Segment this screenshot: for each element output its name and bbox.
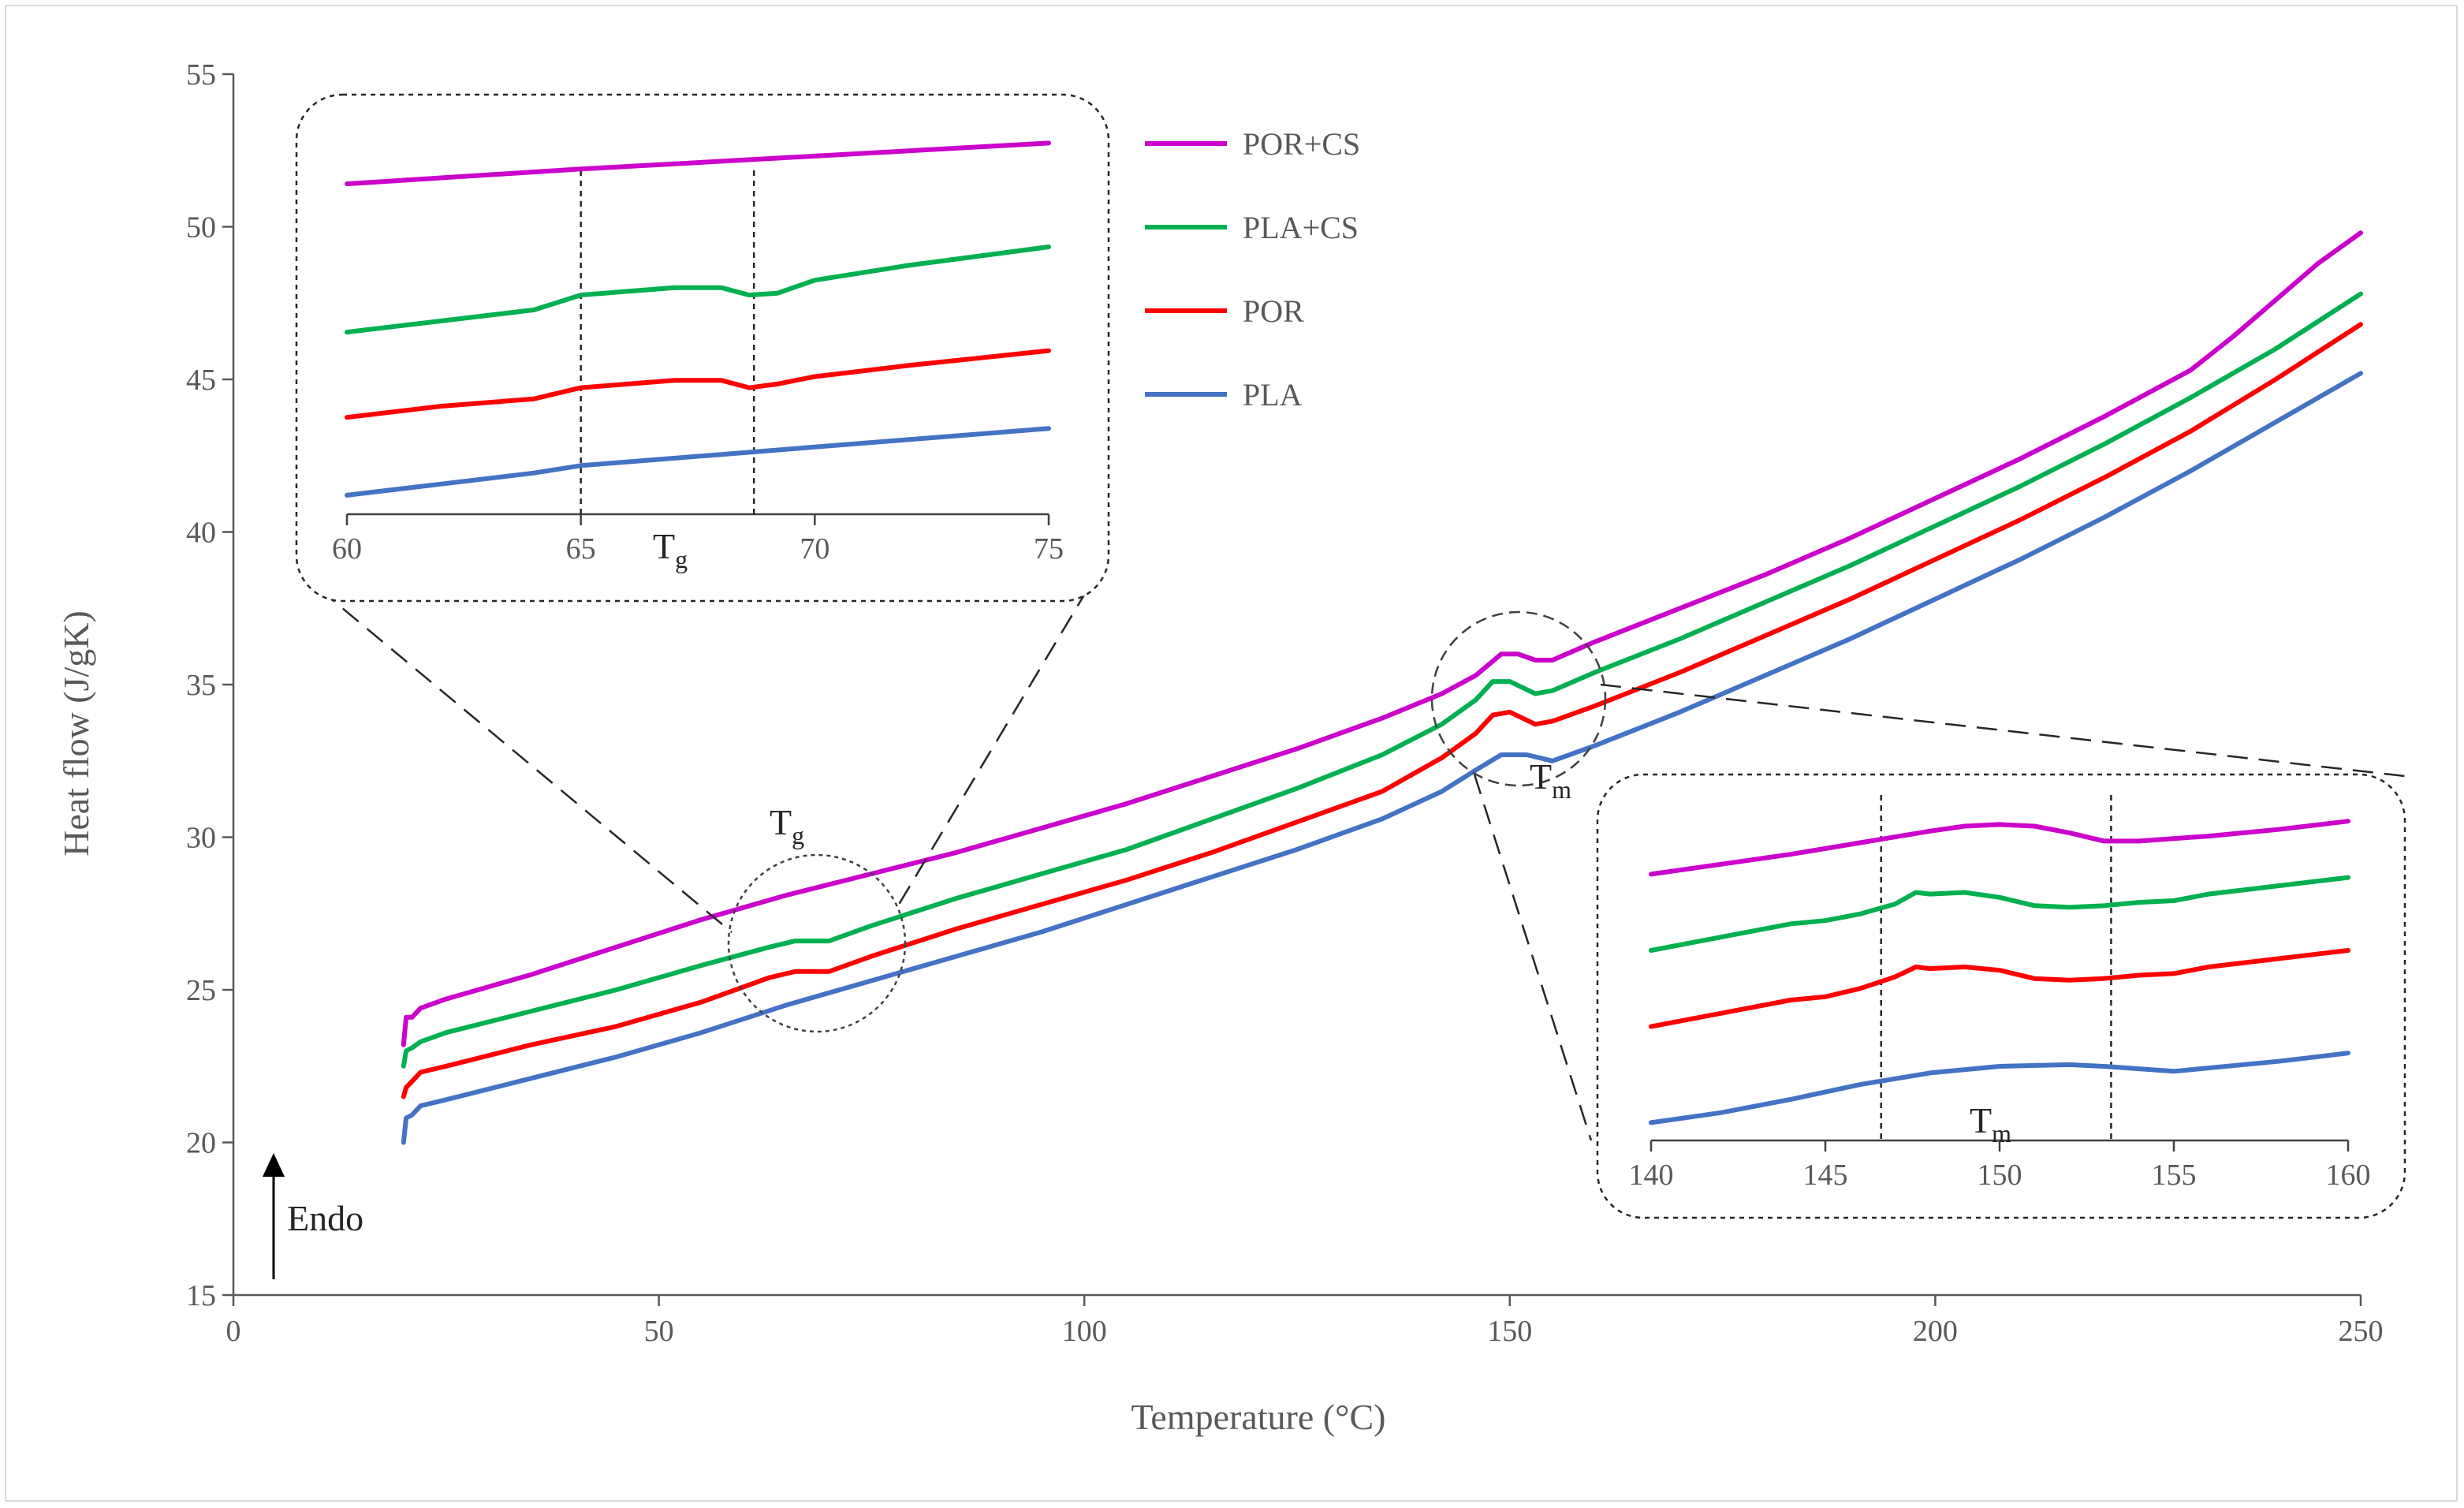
y-axis-title: Heat flow (J/gK)	[56, 610, 96, 857]
inset-tm-label: Tm	[1970, 1100, 2011, 1148]
series-line-pla	[401, 371, 2363, 1145]
y-tick-label: 55	[186, 58, 216, 91]
y-tick-label: 30	[186, 822, 216, 855]
legend-item-por: POR	[1145, 293, 1304, 329]
inset-tg-label: Tg	[653, 526, 688, 573]
legend-item-pla: PLA	[1145, 377, 1303, 412]
endo-label: Endo	[287, 1198, 363, 1238]
tg-zoom-line-left	[318, 588, 732, 933]
x-tick-label: 0	[226, 1315, 241, 1348]
inset-tm-border	[1596, 773, 2406, 1219]
inset-tg-border	[295, 93, 1110, 603]
tm-zoom-line-bottom	[1473, 774, 1593, 1141]
inset-tm-series-line-pla-cs	[1649, 875, 2350, 953]
legend-label: PLA	[1243, 377, 1303, 412]
inset-tm-x-tick-label: 160	[2326, 1159, 2371, 1192]
legend-item-pla-cs: PLA+CS	[1145, 210, 1359, 245]
inset-tg: 60 65 70 75 Tg	[295, 93, 1110, 603]
series-line-por	[401, 322, 2363, 1099]
legend-label: POR	[1243, 293, 1304, 329]
tm-annotation: Tm	[1430, 610, 2406, 1141]
x-tick-label: 100	[1062, 1315, 1107, 1348]
x-axis-title: Temperature (°C)	[1131, 1397, 1386, 1437]
series-line-pla-cs	[401, 291, 2363, 1069]
inset-tg-series-line-por-cs	[345, 140, 1051, 187]
series-line-por-cs	[401, 230, 2363, 1047]
inset-tm-x-tick-label: 155	[2152, 1159, 2197, 1192]
main-axes: 15 20 25 30 35 40 45 50 55 0 50 100 150 200 250	[186, 58, 2384, 1348]
main-series-group	[401, 230, 2363, 1145]
inset-tm-axes: 140 145 150 155 160	[1629, 795, 2371, 1192]
legend-label: POR+CS	[1243, 126, 1360, 162]
tm-label: Tm	[1530, 756, 1571, 804]
inset-tm-x-tick-label: 150	[1978, 1159, 2022, 1192]
y-tick-label: 50	[186, 211, 216, 244]
inset-tm-series-line-por-cs	[1649, 819, 2350, 877]
x-tick-label: 200	[1913, 1315, 1958, 1348]
inset-tg-series-line-pla-cs	[345, 244, 1051, 335]
tg-zoom-line-right	[896, 588, 1090, 908]
inset-tg-series-line-por	[345, 348, 1051, 420]
inset-tm-series-group	[1649, 819, 2350, 1125]
x-tick-label: 150	[1487, 1315, 1532, 1348]
inset-tm: 140 145 150 155 160 Tm	[1596, 773, 2406, 1219]
inset-tm-series-line-por	[1649, 948, 2350, 1029]
legend-label: PLA+CS	[1243, 210, 1359, 245]
legend-item-por-cs: POR+CS	[1145, 126, 1360, 162]
endo-annotation: Endo	[263, 1153, 363, 1279]
inset-tm-x-tick-label: 140	[1629, 1159, 1674, 1192]
tm-zoom-line-top	[1600, 683, 2406, 778]
endo-arrow-head	[263, 1153, 285, 1177]
x-tick-label: 250	[2339, 1315, 2384, 1348]
inset-tm-x-tick-label: 145	[1803, 1159, 1848, 1192]
inset-tg-axes: 60 65 70 75	[332, 170, 1064, 566]
y-tick-label: 40	[186, 517, 216, 550]
inset-tg-series-line-pla	[345, 426, 1051, 498]
inset-tg-x-tick-label: 70	[800, 532, 829, 566]
y-tick-label: 35	[186, 669, 216, 702]
y-tick-label: 15	[186, 1279, 216, 1312]
tg-highlight-circle	[727, 853, 907, 1033]
y-tick-label: 25	[186, 974, 216, 1007]
inset-tm-series-line-pla	[1649, 1051, 2350, 1125]
inset-tg-x-tick-label: 65	[566, 532, 596, 566]
inset-tg-series-group	[345, 140, 1051, 498]
inset-tg-x-tick-label: 75	[1034, 532, 1064, 566]
x-tick-label: 50	[644, 1315, 674, 1348]
legend: POR+CS PLA+CS POR PLA	[1145, 126, 1360, 412]
y-tick-label: 45	[186, 364, 216, 397]
tg-label: Tg	[770, 802, 804, 849]
y-tick-label: 20	[186, 1127, 216, 1160]
tm-highlight-circle	[1430, 610, 1607, 787]
inset-tg-x-tick-label: 60	[332, 532, 362, 566]
tg-annotation: Tg	[318, 588, 1090, 1033]
